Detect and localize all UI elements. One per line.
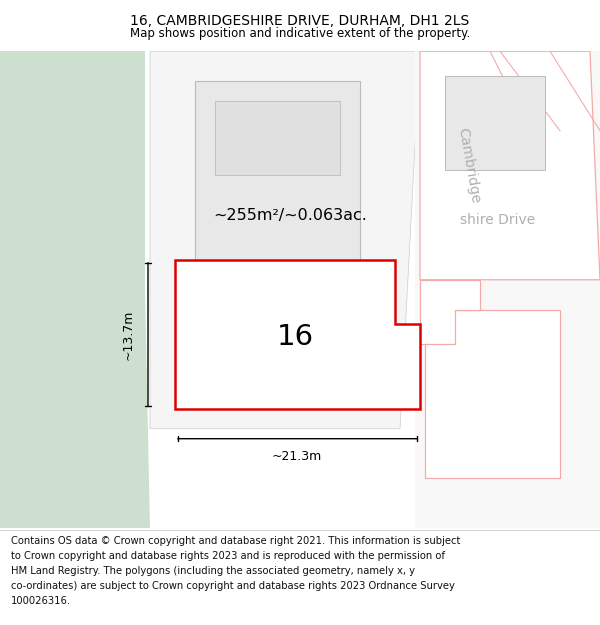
Polygon shape	[175, 260, 420, 409]
Text: to Crown copyright and database rights 2023 and is reproduced with the permissio: to Crown copyright and database rights 2…	[11, 551, 445, 561]
Polygon shape	[150, 51, 420, 429]
Polygon shape	[215, 101, 340, 176]
Polygon shape	[420, 280, 480, 344]
Polygon shape	[445, 76, 545, 171]
Polygon shape	[0, 51, 150, 528]
Text: ~13.7m: ~13.7m	[121, 309, 134, 359]
Polygon shape	[425, 309, 560, 479]
Text: Map shows position and indicative extent of the property.: Map shows position and indicative extent…	[130, 27, 470, 40]
Text: Contains OS data © Crown copyright and database right 2021. This information is : Contains OS data © Crown copyright and d…	[11, 536, 460, 546]
Text: ~21.3m: ~21.3m	[272, 450, 322, 463]
Text: 100026316.: 100026316.	[11, 596, 71, 606]
Polygon shape	[195, 81, 360, 265]
Polygon shape	[0, 51, 145, 528]
Text: co-ordinates) are subject to Crown copyright and database rights 2023 Ordnance S: co-ordinates) are subject to Crown copyr…	[11, 581, 455, 591]
Text: HM Land Registry. The polygons (including the associated geometry, namely x, y: HM Land Registry. The polygons (includin…	[11, 566, 415, 576]
Polygon shape	[420, 51, 600, 280]
Text: Cambridge: Cambridge	[455, 126, 482, 204]
Text: ~255m²/~0.063ac.: ~255m²/~0.063ac.	[213, 208, 367, 222]
Polygon shape	[415, 51, 600, 528]
Text: 16, CAMBRIDGESHIRE DRIVE, DURHAM, DH1 2LS: 16, CAMBRIDGESHIRE DRIVE, DURHAM, DH1 2L…	[130, 14, 470, 28]
Text: 16: 16	[277, 323, 314, 351]
Text: shire Drive: shire Drive	[460, 213, 535, 227]
